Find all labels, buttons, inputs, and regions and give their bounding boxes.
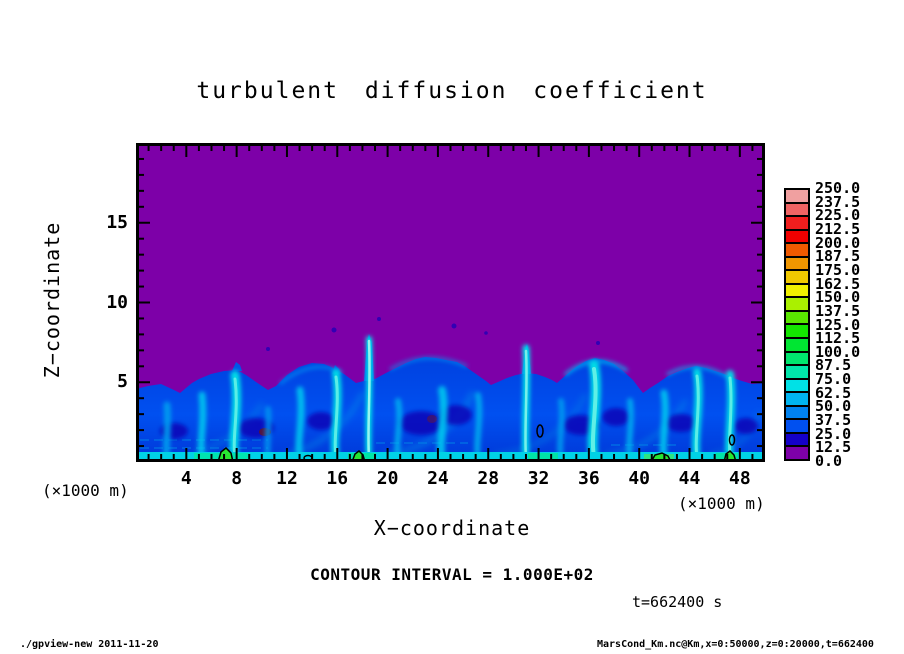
footer-command-line: ./gpview-new 2011-11-20 (20, 639, 159, 650)
plot-title: turbulent diffusion coefficient (196, 78, 708, 104)
x-tick-label: 44 (678, 468, 701, 489)
dark-eye-spot (427, 415, 437, 423)
colorbar-level-label: 237.5 (815, 192, 861, 211)
detached-specks (266, 317, 600, 351)
contour-plot-canvas (136, 143, 765, 462)
colorbar-cell (784, 445, 810, 461)
x-tick-label: 32 (527, 468, 550, 489)
colorbar-level-label: 75.0 (815, 370, 852, 389)
colorbar-level-label: 112.5 (815, 329, 861, 348)
colorbar-level-label: 175.0 (815, 260, 861, 279)
colorbar-level-label: 62.5 (815, 383, 852, 402)
z-tick-label: 15 (106, 211, 128, 233)
axis-ticks (139, 146, 762, 459)
x-axis-title: X−coordinate (373, 516, 531, 540)
colorbar-level-label: 200.0 (815, 233, 861, 252)
x-tick-label: 40 (628, 468, 651, 489)
colorbar-level-label: 100.0 (815, 342, 861, 361)
x-tick-label: 20 (376, 468, 399, 489)
colorbar-level-label: 225.0 (815, 206, 861, 225)
x-tick-label: 8 (231, 468, 243, 489)
colorbar-level-label: 87.5 (815, 356, 852, 375)
z-tick-label: 10 (106, 291, 128, 313)
colorbar-level-label: 125.0 (815, 315, 861, 334)
colorbar-level-label: 37.5 (815, 411, 852, 430)
colorbar-level-label: 150.0 (815, 288, 861, 307)
colorbar-level-label: 12.5 (815, 438, 852, 457)
y-axis-title: Z−coordinate (40, 221, 64, 379)
x-axis-unit-left: (×1000 m) (42, 481, 129, 500)
colorbar-level-label: 137.5 (815, 301, 861, 320)
jet-shape (232, 362, 242, 371)
colorbar-level-label: 250.0 (815, 179, 861, 197)
x-tick-label: 24 (427, 468, 449, 489)
x-tick-label: 4 (180, 468, 192, 489)
colorbar-level-label: 187.5 (815, 247, 861, 266)
x-tick-label: 16 (326, 468, 349, 489)
x-axis-unit-right: (×1000 m) (678, 494, 765, 513)
contour-interval-label: CONTOUR INTERVAL = 1.000E+02 (310, 565, 594, 584)
time-label: t=662400 s (632, 593, 723, 611)
plot-frame (136, 143, 765, 462)
plume-cores (232, 339, 733, 459)
x-tick-label: 48 (728, 468, 751, 489)
x-tick-label: 28 (477, 468, 500, 489)
x-tick-label: 12 (276, 468, 298, 489)
colorbar-level-label: 50.0 (815, 397, 852, 416)
colorbar-level-label: 212.5 (815, 219, 861, 238)
footer-file-info: MarsCond_Km.nc@Km,x=0:50000,z=0:20000,t=… (597, 639, 874, 650)
x-tick-label: 36 (578, 468, 600, 489)
colorbar (784, 188, 810, 461)
colorbar-level-label: 0.0 (815, 452, 843, 470)
z-tick-label: 5 (117, 371, 128, 393)
colorbar-level-label: 25.0 (815, 424, 852, 443)
colorbar-level-label: 162.5 (815, 274, 861, 293)
